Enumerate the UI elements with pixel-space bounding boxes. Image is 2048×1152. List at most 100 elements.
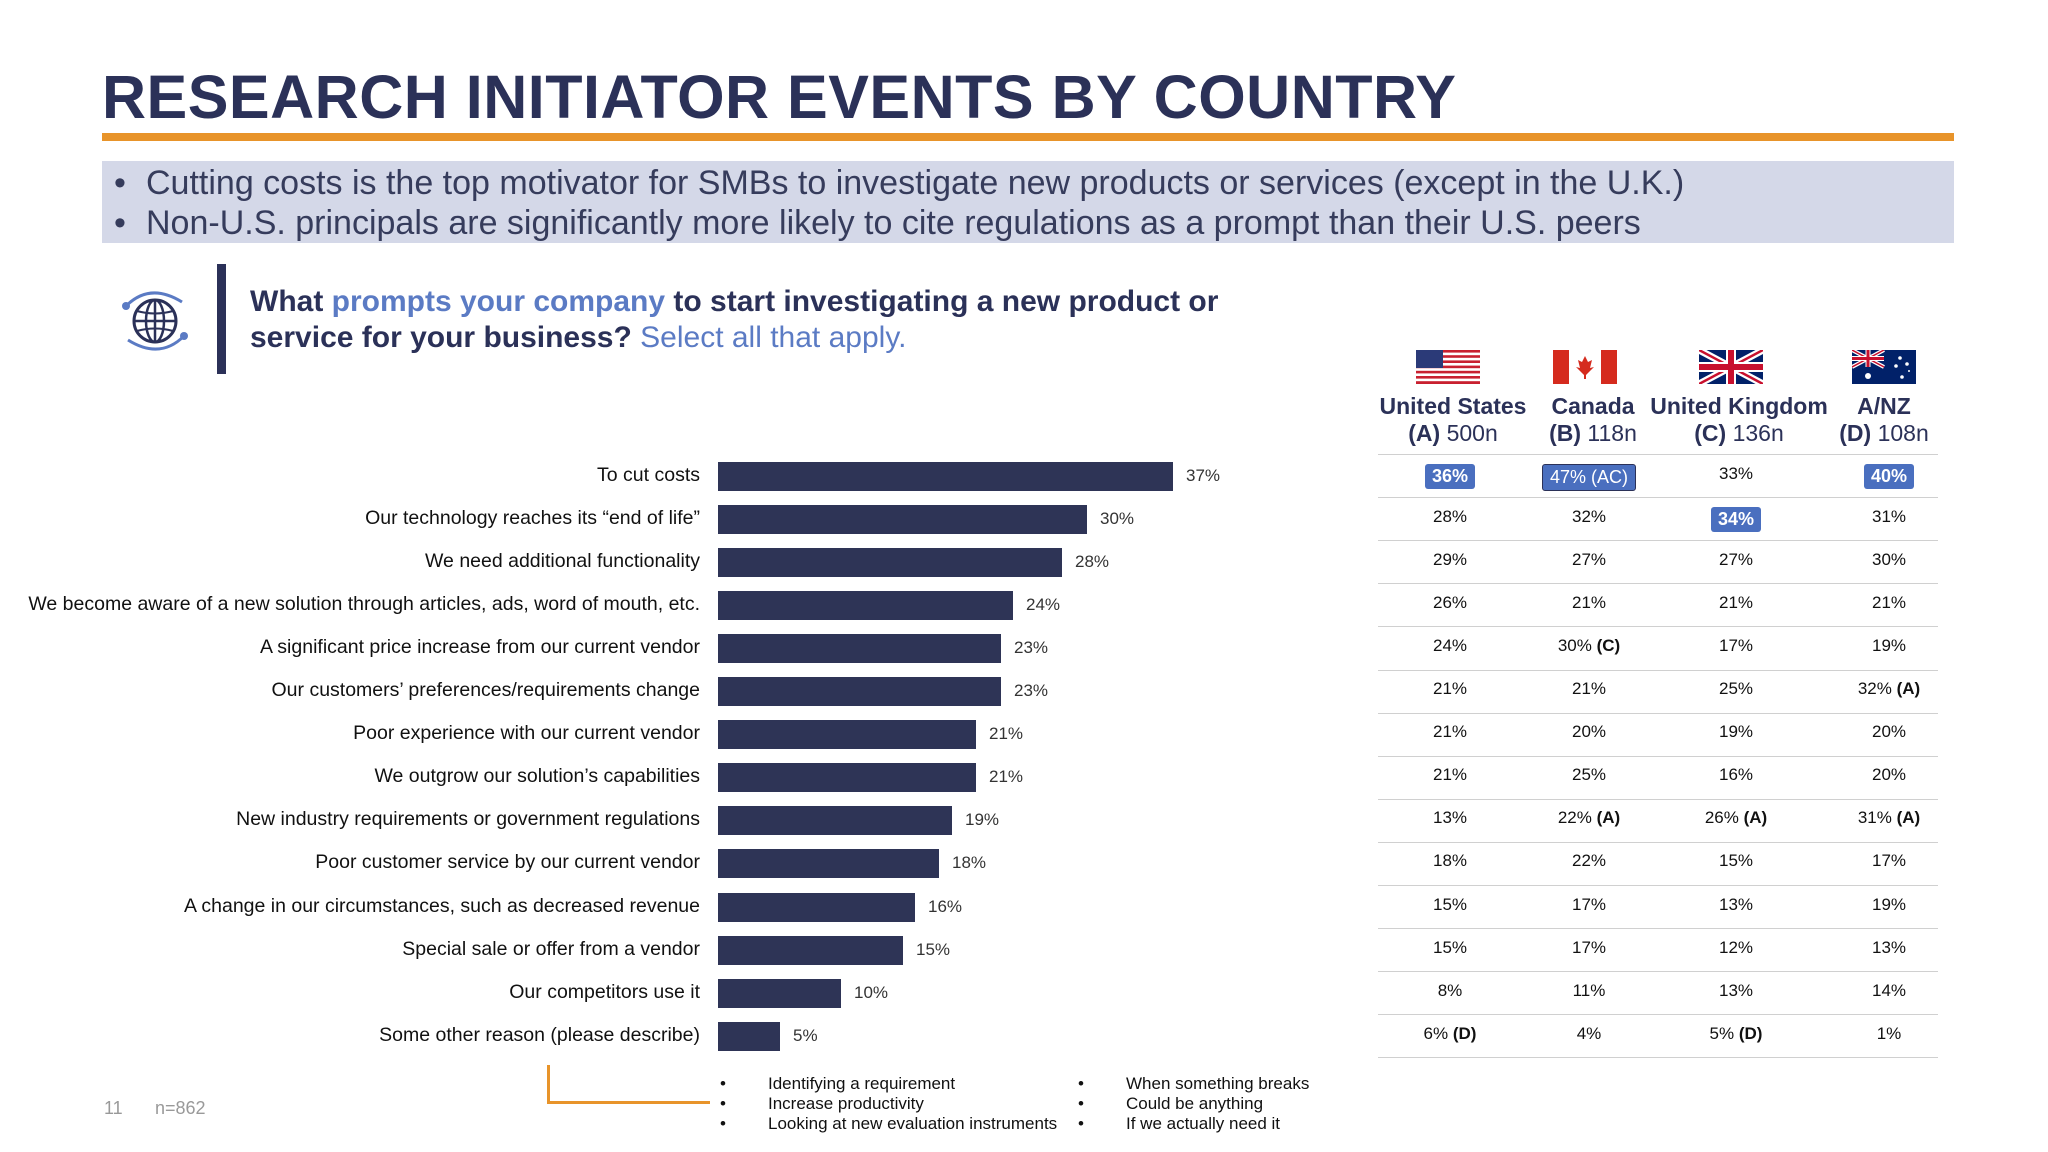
category-label: Poor customer service by our current ven… — [315, 851, 700, 873]
significance-marker: (A) — [1738, 808, 1768, 827]
bar — [718, 806, 952, 835]
key-finding-text: Cutting costs is the top motivator for S… — [146, 164, 1685, 202]
cell-value: 13% — [1432, 808, 1468, 827]
table-cell: 11% — [1529, 981, 1649, 1001]
cell-value: 22% — [1557, 808, 1592, 827]
table-cell: 17% — [1676, 636, 1796, 656]
table-cell: 17% — [1529, 938, 1649, 958]
cell-value: 5% — [1709, 1024, 1735, 1043]
table-cell: 20% — [1829, 765, 1949, 785]
cell-value: 14% — [1871, 981, 1907, 1000]
cell-value: 15% — [1432, 895, 1468, 914]
column-name: United Kingdom — [1650, 393, 1828, 419]
bar — [718, 677, 1001, 706]
australia-flag-icon — [1852, 350, 1916, 384]
table-cell: 26% — [1390, 593, 1510, 613]
cell-value: 21% — [1718, 593, 1754, 612]
table-cell: 4% — [1529, 1024, 1649, 1044]
cell-value: 21% — [1432, 679, 1468, 698]
other-reason-text: Increase productivity — [768, 1094, 924, 1113]
category-label: We outgrow our solution’s capabilities — [374, 765, 700, 787]
cell-value: 16% — [1718, 765, 1754, 784]
column-letter: (D) — [1839, 420, 1872, 446]
title-underline — [102, 133, 1954, 141]
table-cell: 15% — [1390, 895, 1510, 915]
table-cell: 21% — [1676, 593, 1796, 613]
table-cell: 22% — [1529, 851, 1649, 871]
table-cell: 17% — [1829, 851, 1949, 871]
other-reason-item: • Identifying a requirement — [720, 1074, 956, 1093]
table-cell: 22% (A) — [1529, 808, 1649, 828]
page-number: 11 — [104, 1098, 123, 1118]
cell-value: 21% — [1571, 679, 1607, 698]
table-cell: 12% — [1676, 938, 1796, 958]
table-row-divider — [1378, 670, 1938, 671]
survey-question: What prompts your company to start inves… — [250, 284, 1250, 356]
bar-value-label: 16% — [928, 897, 963, 916]
bar — [718, 893, 915, 922]
highlight-badge: 40% — [1863, 464, 1915, 489]
column-header-united-kingdom: United Kingdom (C) 136n — [1644, 393, 1834, 447]
column-sample-size: 118n — [1581, 420, 1637, 446]
sample-size-note: n=862 — [155, 1098, 206, 1118]
category-label: We become aware of a new solution throug… — [28, 593, 700, 615]
question-text: to start investigating a new product or … — [250, 285, 1219, 354]
significance-marker: (A) — [1591, 808, 1621, 827]
category-label: Our customers’ preferences/requirements … — [271, 679, 700, 701]
cell-value: 20% — [1871, 722, 1907, 741]
table-cell: 32% — [1529, 507, 1649, 527]
cell-value: 29% — [1432, 550, 1468, 569]
canada-flag-icon — [1553, 350, 1617, 384]
column-header-united-states: United States (A) 500n — [1358, 393, 1548, 447]
cell-value: 11% — [1572, 981, 1606, 1000]
cell-value: 20% — [1871, 765, 1907, 784]
cell-value: 26% — [1432, 593, 1468, 612]
cell-value: 18% — [1432, 851, 1468, 870]
category-label: Special sale or offer from a vendor — [402, 938, 700, 960]
other-reason-item: • When something breaks — [1078, 1074, 1310, 1093]
key-finding-text: Non-U.S. principals are significantly mo… — [146, 204, 1641, 242]
significance-marker: (D) — [1448, 1024, 1477, 1043]
table-cell: 29% — [1390, 550, 1510, 570]
bar — [718, 548, 1062, 577]
table-cell: 18% — [1390, 851, 1510, 871]
table-cell: 13% — [1829, 938, 1949, 958]
cell-value: 6% — [1423, 1024, 1449, 1043]
cell-value: 22% — [1571, 851, 1607, 870]
table-row-divider — [1378, 454, 1938, 455]
key-finding-2: • Non-U.S. principals are significantly m… — [114, 204, 1641, 243]
table-row-divider — [1378, 1057, 1938, 1058]
cell-value: 1% — [1876, 1024, 1902, 1043]
cell-value: 31% — [1857, 808, 1892, 827]
column-name: United States — [1379, 393, 1527, 419]
table-cell: 30% — [1829, 550, 1949, 570]
category-label: A significant price increase from our cu… — [259, 636, 700, 658]
bar-value-label: 19% — [965, 810, 1000, 829]
table-cell: 6% (D) — [1390, 1024, 1510, 1044]
column-letter: (B) — [1549, 420, 1582, 446]
table-cell: 5% (D) — [1676, 1024, 1796, 1044]
category-label: We need additional functionality — [425, 550, 700, 572]
table-cell: 33% — [1676, 464, 1796, 484]
column-sample-size: 136n — [1726, 420, 1784, 446]
cell-value: 17% — [1871, 851, 1907, 870]
cell-value: 12% — [1718, 938, 1754, 957]
significance-marker: (A) — [1891, 808, 1921, 827]
other-reason-text: If we actually need it — [1126, 1114, 1281, 1133]
table-row-divider — [1378, 1014, 1938, 1015]
category-label: New industry requirements or government … — [236, 808, 700, 830]
cell-value: 30% — [1557, 636, 1592, 655]
cell-value: 32% — [1571, 507, 1607, 526]
bullet-symbol: • — [114, 164, 126, 202]
table-row-divider — [1378, 626, 1938, 627]
bar-value-label: 10% — [854, 983, 889, 1002]
cell-value: 33% — [1718, 464, 1754, 483]
column-header-anz: A/NZ (D) 108n — [1789, 393, 1979, 447]
bar — [718, 505, 1087, 534]
table-row-divider — [1378, 540, 1938, 541]
cell-value: 28% — [1432, 507, 1468, 526]
category-label: To cut costs — [597, 464, 700, 486]
bar-value-label: 24% — [1026, 595, 1061, 614]
highlight-badge: 34% — [1710, 507, 1762, 532]
category-label: A change in our circumstances, such as d… — [184, 895, 700, 917]
